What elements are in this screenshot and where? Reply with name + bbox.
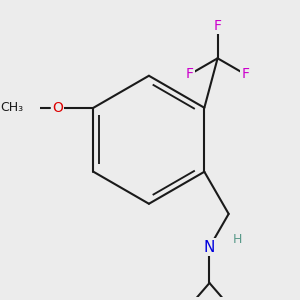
Text: F: F [241, 67, 249, 81]
Text: F: F [186, 67, 194, 81]
Text: O: O [52, 101, 63, 115]
Text: F: F [214, 19, 222, 33]
Text: N: N [204, 240, 215, 255]
Text: CH₃: CH₃ [0, 101, 23, 114]
Text: H: H [233, 233, 242, 246]
